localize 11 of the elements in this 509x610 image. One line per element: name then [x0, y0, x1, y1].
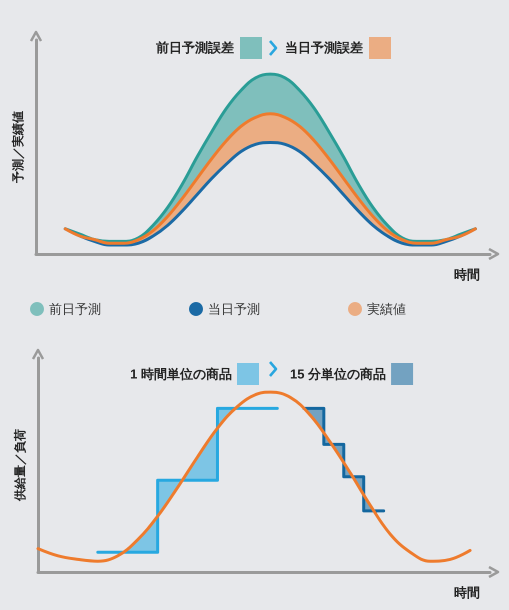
- text: 前日予測誤差: [156, 40, 234, 57]
- y-axis-title: 供給量／負荷: [13, 429, 27, 502]
- legend-label: 15 分単位の商品: [290, 366, 386, 382]
- legend-label: 実績値: [367, 302, 406, 316]
- x-axis-title: 時間: [454, 267, 480, 282]
- legend-label: 当日予測: [208, 302, 260, 316]
- text: 当日予測誤差: [285, 40, 363, 57]
- legend-label: 前日予測: [49, 302, 101, 316]
- x-axis-title: 時間: [454, 585, 480, 600]
- y-axis-title: 予測／実績値: [11, 111, 25, 184]
- legend-label: 1 時間単位の商品: [130, 366, 232, 382]
